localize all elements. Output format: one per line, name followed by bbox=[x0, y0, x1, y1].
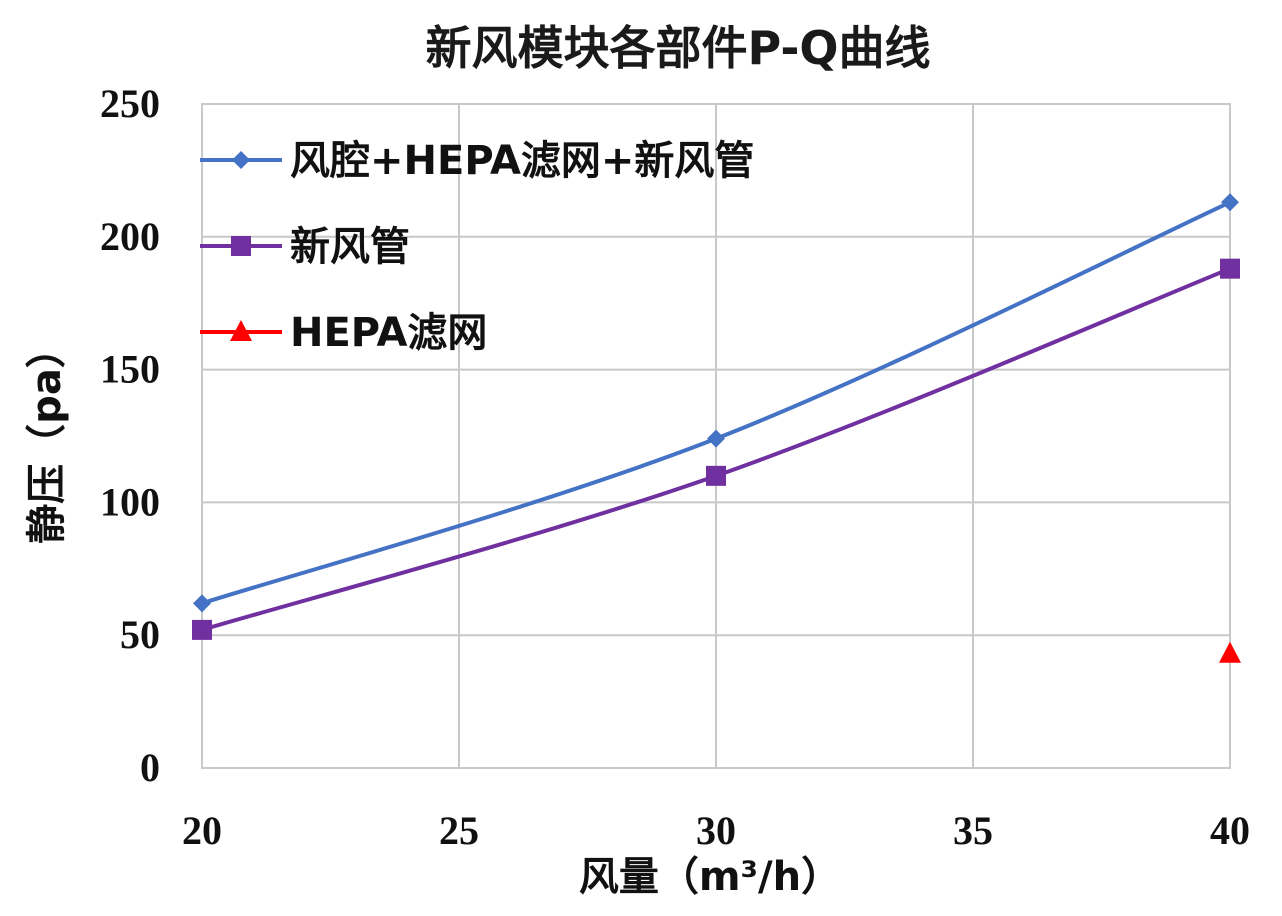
x-tick-label: 40 bbox=[1210, 808, 1250, 853]
legend-label-2: 新风管 bbox=[290, 224, 410, 270]
x-axis-title: 风量（m³/h） bbox=[579, 854, 841, 900]
data-point-series-1 bbox=[707, 429, 725, 448]
y-axis-title: 静压（pa） bbox=[24, 328, 70, 544]
legend-marker-1 bbox=[232, 151, 250, 169]
y-tick-label: 200 bbox=[100, 214, 160, 259]
x-tick-label: 30 bbox=[696, 808, 736, 853]
x-tick-label: 25 bbox=[439, 808, 479, 853]
y-tick-label: 100 bbox=[100, 479, 160, 524]
data-point-series-2 bbox=[1220, 258, 1240, 279]
chart-title: 新风模块各部件P-Q曲线 bbox=[425, 21, 930, 75]
data-point-series-1 bbox=[1221, 193, 1239, 212]
plot-area bbox=[201, 103, 1231, 769]
data-point-series-2 bbox=[706, 465, 726, 486]
data-point-series-2 bbox=[192, 619, 212, 640]
legend-marker-2 bbox=[231, 236, 251, 256]
y-tick-label: 50 bbox=[120, 612, 160, 657]
legend-marker-3 bbox=[230, 320, 252, 341]
tick-layer: 0 50 100 150 200 250 20 25 30 35 40 bbox=[100, 81, 1250, 853]
y-tick-label: 150 bbox=[100, 347, 160, 392]
legend-label-1: 风腔+HEPA滤网+新风管 bbox=[290, 138, 754, 184]
x-tick-label: 35 bbox=[953, 808, 993, 853]
y-tick-label: 250 bbox=[100, 81, 160, 126]
data-point-series-1 bbox=[193, 594, 211, 613]
legend-label-3: HEPA滤网 bbox=[290, 310, 487, 356]
x-tick-label: 20 bbox=[182, 808, 222, 853]
data-point-series-3 bbox=[1219, 641, 1241, 663]
series-layer bbox=[192, 193, 1241, 663]
y-tick-label: 0 bbox=[140, 745, 160, 790]
